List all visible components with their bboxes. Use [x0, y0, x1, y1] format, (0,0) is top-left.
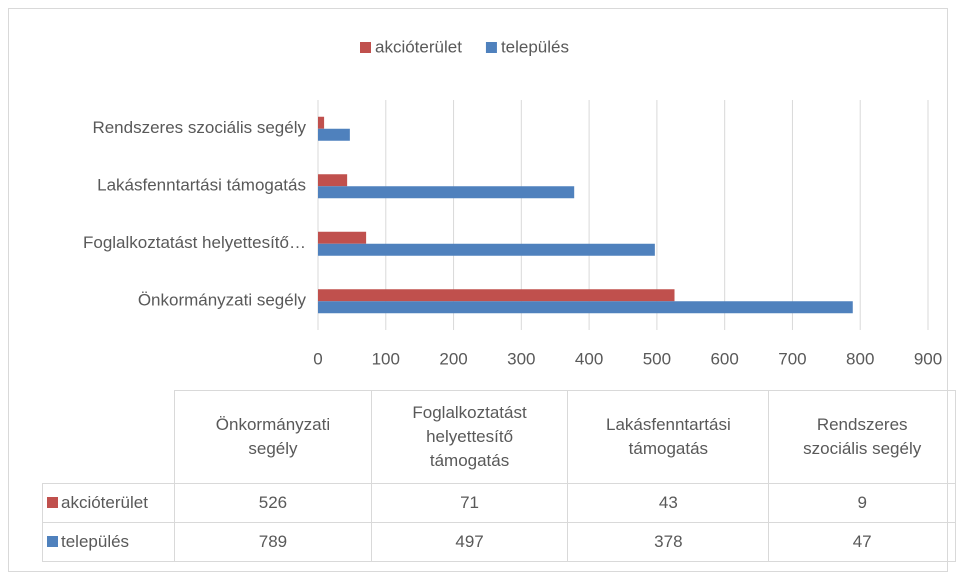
- header-row: Önkormányzati segély Foglalkoztatást hely…: [42, 390, 956, 484]
- bar: [318, 301, 853, 314]
- chart-border: [8, 8, 948, 572]
- value-cell: 526: [174, 483, 372, 523]
- y-tick-label: Rendszeres szociális segély: [92, 118, 306, 137]
- bar: [318, 231, 367, 244]
- series-name: akcióterület: [61, 493, 148, 512]
- y-tick-label: Foglalkoztatást helyettesítő…: [83, 233, 306, 252]
- x-tick-label: 200: [439, 349, 467, 368]
- value-cell: 43: [567, 483, 770, 523]
- header-cell: Önkormányzati segély: [174, 390, 372, 484]
- x-tick-label: 400: [575, 349, 603, 368]
- x-tick-label: 900: [914, 349, 942, 368]
- data-row: akcióterület 526 71 43 9: [41, 483, 956, 523]
- bar: [318, 186, 575, 199]
- x-tick-label: 100: [372, 349, 400, 368]
- value-cell: 789: [174, 522, 372, 562]
- data-table: Önkormányzati segély Foglalkoztatást hely…: [41, 390, 956, 562]
- x-tick-label: 500: [643, 349, 671, 368]
- legend-key: [47, 497, 58, 508]
- x-tick-label: 600: [710, 349, 738, 368]
- value-cell: 71: [370, 483, 569, 523]
- value-cell: 47: [768, 522, 956, 562]
- bar: [318, 243, 655, 256]
- header-cell: Lakásfenntartási támogatás: [567, 390, 770, 484]
- y-tick-label: Önkormányzati segély: [138, 291, 307, 310]
- legend-label: akcióterület: [375, 37, 462, 56]
- value-cell: 9: [768, 483, 956, 523]
- value-cell: 497: [370, 522, 569, 562]
- legend-key: [360, 42, 371, 53]
- y-tick-label: Lakásfenntartási támogatás: [97, 176, 306, 195]
- row-label: akcióterület: [41, 483, 176, 523]
- x-tick-label: 700: [778, 349, 806, 368]
- x-tick-label: 800: [846, 349, 874, 368]
- x-tick-label: 300: [507, 349, 535, 368]
- header-cell: Rendszeres szociális segély: [768, 390, 956, 484]
- series-name: település: [61, 532, 130, 551]
- bar: [318, 289, 675, 302]
- bar: [318, 116, 325, 129]
- header-cell: Foglalkoztatást helyettesítő támogatás: [370, 390, 569, 484]
- row-label: település: [41, 522, 176, 562]
- bar: [318, 174, 348, 187]
- legend-key: [485, 42, 497, 53]
- corner-cell: [42, 390, 176, 484]
- legend-key: [47, 536, 58, 547]
- legend-label: település: [501, 37, 569, 56]
- bar: [318, 128, 350, 141]
- x-tick-label: 0: [313, 349, 322, 368]
- value-cell: 378: [567, 522, 770, 562]
- data-row: település 789 497 378 47: [41, 522, 956, 562]
